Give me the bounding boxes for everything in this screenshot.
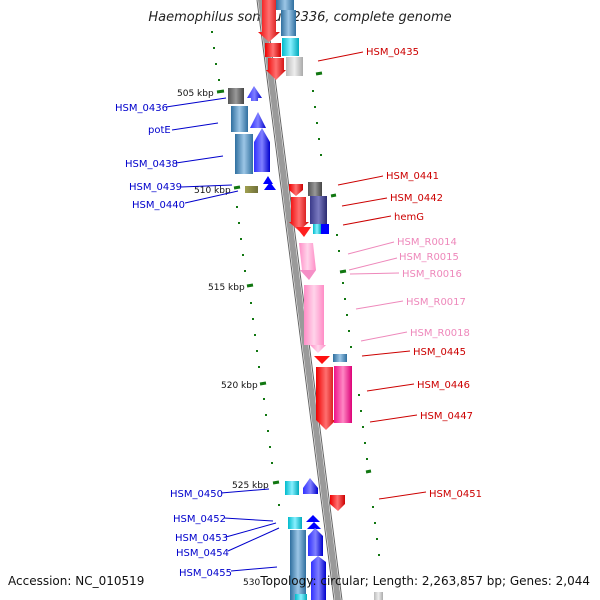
ruler-ticks: 505 kbp 510 kbp 515 kbp 520 kbp 525 kbp … xyxy=(177,89,280,588)
gene-label[interactable]: HSM_0438 xyxy=(125,159,178,170)
gene-label[interactable]: HSM_R0016 xyxy=(402,269,462,280)
labels-minus: HSM_0436 potE HSM_0438 HSM_0439 HSM_0440… xyxy=(115,97,280,579)
genome-backbone xyxy=(256,0,343,600)
ruler-label: 510 kbp xyxy=(194,186,231,196)
gene-label[interactable]: HSM_0440 xyxy=(132,200,185,211)
ruler-label: 530 xyxy=(243,578,260,588)
gene-label[interactable]: HSM_0450 xyxy=(170,489,223,500)
gene-label[interactable]: HSM_0453 xyxy=(175,533,228,544)
gene-label[interactable]: HSM_0452 xyxy=(173,514,226,525)
gene-label[interactable]: HSM_R0015 xyxy=(399,252,459,263)
gene-label[interactable]: HSM_0441 xyxy=(386,171,439,182)
labels-plus: HSM_0435 HSM_0441 HSM_0442 hemG HSM_R001… xyxy=(317,47,482,500)
gene-glyphs-minus xyxy=(228,0,326,600)
gene-label[interactable]: HSM_0436 xyxy=(115,103,168,114)
ruler-trail-right xyxy=(312,71,380,556)
gene-label[interactable]: HSM_0445 xyxy=(413,347,466,358)
ruler-trail-left xyxy=(211,31,280,506)
gene-glyphs-plus xyxy=(258,0,383,600)
gene-label[interactable]: HSM_0455 xyxy=(179,568,232,579)
gene-label[interactable]: HSM_R0018 xyxy=(410,328,470,339)
accession-text: Accession: NC_010519 xyxy=(8,574,145,588)
gene-label[interactable]: HSM_0442 xyxy=(390,193,443,204)
ruler-label: 505 kbp xyxy=(177,89,214,99)
gene-label[interactable]: HSM_0447 xyxy=(420,411,473,422)
map-title: Haemophilus somnus 2336, complete genome xyxy=(148,10,452,25)
gene-label[interactable]: HSM_0439 xyxy=(129,182,182,193)
ruler-label: 525 kbp xyxy=(232,481,269,491)
ruler-label: 520 kbp xyxy=(221,381,258,391)
gene-label[interactable]: HSM_R0017 xyxy=(406,297,466,308)
gene-label[interactable]: HSM_R0014 xyxy=(397,237,457,248)
ruler-label: 515 kbp xyxy=(208,283,245,293)
gene-label[interactable]: HSM_0451 xyxy=(429,489,482,500)
gene-label[interactable]: hemG xyxy=(394,212,424,223)
gene-label[interactable]: HSM_0446 xyxy=(417,380,470,391)
gene-label[interactable]: HSM_0435 xyxy=(366,47,419,58)
genome-summary: Topology: circular; Length: 2,263,857 bp… xyxy=(260,574,590,588)
gene-label[interactable]: HSM_0454 xyxy=(176,548,229,559)
gene-label[interactable]: potE xyxy=(148,125,171,136)
